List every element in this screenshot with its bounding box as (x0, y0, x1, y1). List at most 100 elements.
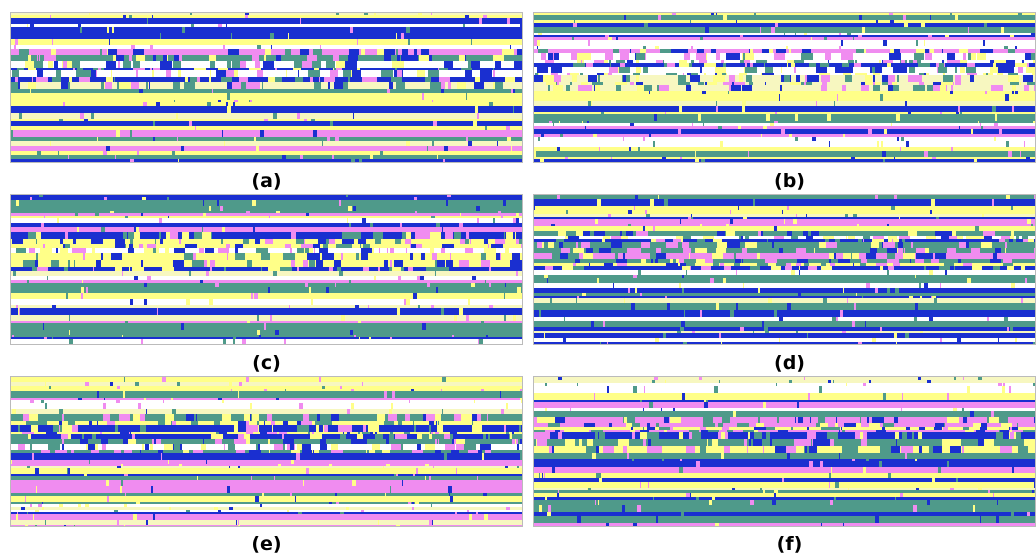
speckle (722, 239, 731, 242)
speckle (18, 308, 19, 315)
speckle (217, 200, 219, 206)
speckle (781, 129, 785, 134)
speckle (485, 126, 487, 130)
speckle (691, 214, 692, 217)
speckle (1006, 195, 1010, 199)
stripe (534, 386, 1036, 393)
stripe (534, 303, 1036, 310)
speckle (111, 253, 122, 260)
speckle (668, 219, 672, 224)
speckle (938, 67, 947, 73)
speckle (615, 253, 618, 259)
speckle (709, 242, 717, 248)
speckle (841, 40, 843, 46)
speckle (880, 63, 887, 67)
speckle (583, 253, 593, 259)
speckle (92, 248, 95, 253)
speckle (336, 61, 343, 68)
speckle (269, 216, 270, 218)
speckle (837, 94, 838, 101)
speckle (872, 417, 884, 423)
stripe (534, 288, 1036, 293)
speckle (1021, 126, 1024, 129)
speckle (870, 248, 877, 253)
speckle (816, 411, 818, 417)
speckle (254, 293, 258, 299)
stripe (11, 141, 523, 146)
speckle (775, 53, 785, 60)
speckle (28, 232, 36, 239)
speckle (700, 446, 706, 453)
speckle (284, 339, 286, 345)
speckle (488, 244, 489, 248)
speckle (990, 67, 998, 73)
speckle (740, 427, 741, 430)
speckle (537, 242, 542, 248)
speckle (459, 260, 469, 267)
speckle (821, 427, 829, 430)
speckle (821, 253, 829, 259)
speckle (429, 476, 431, 480)
speckle (826, 266, 830, 270)
speckle (850, 242, 853, 248)
speckle (690, 75, 698, 82)
speckle (441, 308, 444, 315)
speckle (414, 197, 417, 200)
speckle (682, 288, 684, 293)
speckle (636, 75, 639, 82)
speckle (438, 267, 449, 271)
speckle (395, 434, 407, 439)
speckle (760, 488, 762, 490)
speckle (93, 267, 94, 271)
speckle (1008, 75, 1019, 82)
speckle (59, 119, 63, 121)
speckle (670, 259, 673, 263)
speckle (209, 77, 211, 82)
stripe (11, 403, 523, 409)
speckle (437, 260, 445, 267)
speckle (505, 466, 508, 468)
speckle (633, 386, 637, 393)
speckle (387, 248, 388, 253)
speckle (774, 490, 778, 493)
speckle (108, 49, 117, 55)
speckle (636, 82, 643, 85)
speckle (92, 421, 97, 425)
speckle (927, 85, 933, 91)
speckle (820, 461, 823, 467)
speckle (222, 414, 231, 421)
speckle (495, 239, 505, 244)
speckle (481, 253, 486, 260)
speckle (186, 510, 190, 512)
speckle (686, 446, 695, 453)
speckle (880, 446, 891, 453)
speckle (495, 61, 501, 68)
speckle (479, 18, 482, 24)
speckle (617, 263, 627, 266)
speckle (805, 239, 811, 242)
speckle (652, 380, 655, 383)
speckle (927, 500, 930, 505)
speckle (251, 476, 252, 480)
stripe (11, 280, 523, 283)
speckle (460, 213, 461, 216)
speckle (129, 267, 130, 271)
speckle (66, 293, 68, 299)
speckle (351, 232, 361, 239)
speckle (736, 303, 738, 310)
speckle (914, 317, 917, 321)
speckle (709, 15, 712, 20)
speckle (955, 67, 957, 73)
stripe (534, 473, 1036, 478)
speckle (465, 248, 473, 253)
speckle (30, 24, 34, 27)
speckle (791, 427, 793, 430)
speckle (445, 232, 453, 239)
speckle (801, 82, 812, 85)
speckle (221, 77, 232, 82)
speckle (511, 232, 512, 239)
speckle (863, 383, 866, 386)
speckle (680, 157, 682, 159)
speckle (581, 82, 588, 85)
speckle (888, 236, 897, 239)
